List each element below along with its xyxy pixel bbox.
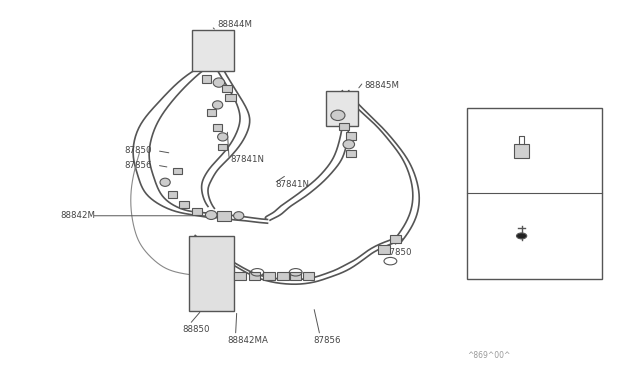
Ellipse shape xyxy=(213,78,225,87)
Text: USA: USA xyxy=(475,126,492,135)
Bar xyxy=(467,108,602,279)
Text: 88845M: 88845M xyxy=(365,81,400,90)
Ellipse shape xyxy=(218,133,228,141)
Bar xyxy=(514,144,529,158)
Text: 88850: 88850 xyxy=(182,325,210,334)
Text: 87841N: 87841N xyxy=(275,180,309,189)
Text: 87850: 87850 xyxy=(125,146,152,155)
Ellipse shape xyxy=(331,110,345,121)
Bar xyxy=(213,124,222,131)
Bar xyxy=(390,235,401,243)
Bar xyxy=(202,75,211,83)
Bar xyxy=(222,85,232,92)
Bar xyxy=(346,132,356,140)
Bar xyxy=(234,272,246,280)
Bar xyxy=(207,109,216,116)
Text: 87850: 87850 xyxy=(384,248,412,257)
Bar xyxy=(303,272,314,280)
Ellipse shape xyxy=(234,212,244,220)
Ellipse shape xyxy=(205,211,217,219)
Text: 87856: 87856 xyxy=(314,336,341,345)
Bar xyxy=(249,272,260,280)
Ellipse shape xyxy=(160,178,170,186)
Bar xyxy=(192,208,202,215)
Bar xyxy=(326,91,358,126)
Bar xyxy=(179,201,189,208)
Bar xyxy=(346,150,356,157)
Bar xyxy=(378,245,390,254)
Text: 88842M: 88842M xyxy=(61,211,96,220)
Bar xyxy=(339,123,349,130)
Text: ^869^00^: ^869^00^ xyxy=(467,351,511,360)
Bar xyxy=(173,168,182,174)
Text: 87841N: 87841N xyxy=(230,155,264,164)
Bar xyxy=(290,272,301,280)
Text: 88820G: 88820G xyxy=(475,180,508,189)
Ellipse shape xyxy=(343,140,355,149)
Bar xyxy=(277,272,289,280)
Bar xyxy=(189,236,234,311)
Text: 88844M: 88844M xyxy=(218,20,253,29)
Text: 87856: 87856 xyxy=(125,161,152,170)
Text: 88842MA: 88842MA xyxy=(227,336,268,345)
Bar xyxy=(225,94,236,101)
Text: USA: USA xyxy=(475,209,492,218)
Bar xyxy=(263,272,275,280)
Bar xyxy=(192,30,234,71)
Bar xyxy=(217,211,231,221)
Bar xyxy=(218,144,227,150)
Bar xyxy=(168,191,177,198)
Ellipse shape xyxy=(212,101,223,109)
Circle shape xyxy=(516,233,527,239)
Text: 87856+A: 87856+A xyxy=(475,259,515,268)
